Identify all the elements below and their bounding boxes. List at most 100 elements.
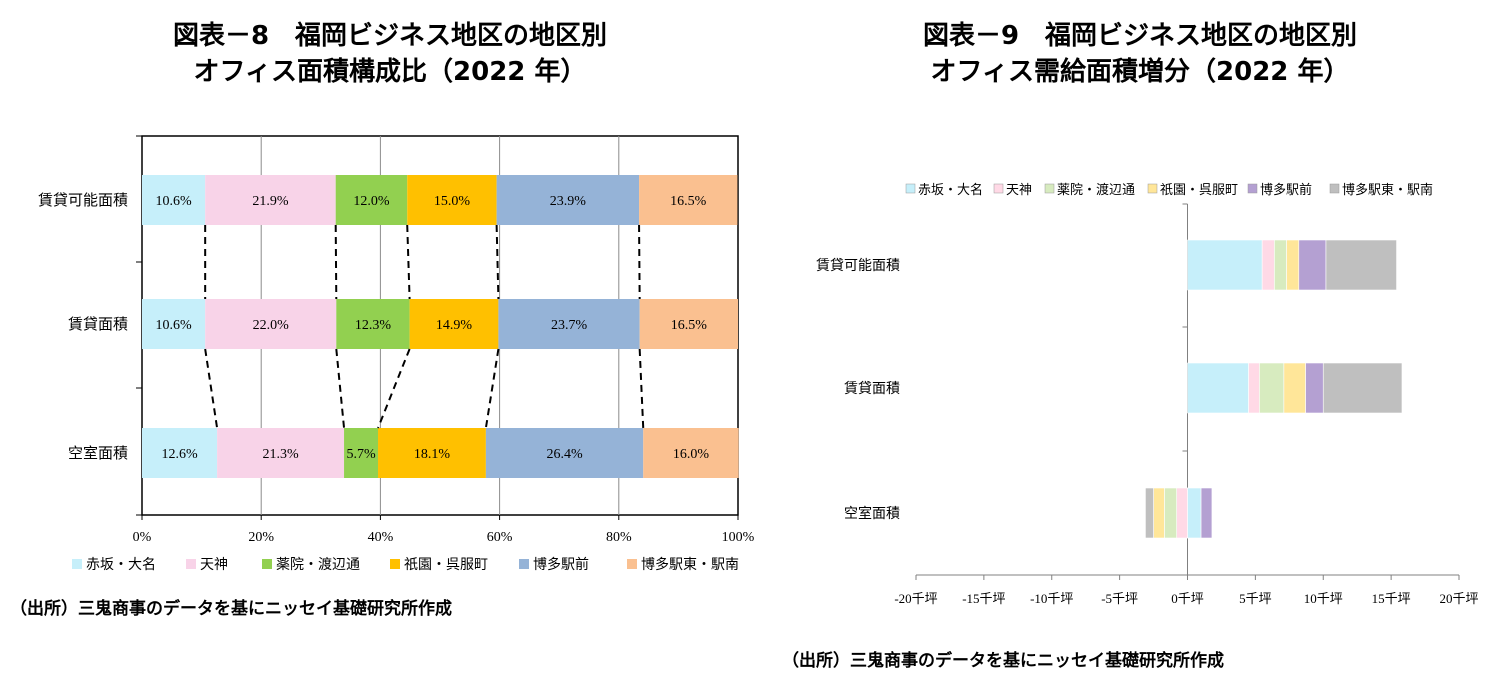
chart9-x-tick-label: -5千坪: [1101, 591, 1138, 606]
chart8-data-label: 21.3%: [262, 447, 299, 462]
chart8-connector-line: [204, 348, 219, 429]
chart8-data-label: 23.7%: [551, 318, 588, 333]
chart8-data-label: 12.3%: [355, 318, 392, 333]
chart8-data-label: 10.6%: [156, 318, 193, 333]
chart8-bar-segment: [205, 175, 336, 225]
chart9-legend-swatch: [1044, 183, 1055, 194]
chart9-legend-label: 祇園・呉服町: [1160, 183, 1238, 198]
chart9-bar-segment: [1261, 239, 1275, 291]
chart8-bar-segment: [639, 299, 738, 349]
chart8-bar-segment: [142, 299, 206, 349]
chart8-bar-segment: [335, 175, 408, 225]
chart9-bar-segment: [1187, 239, 1263, 291]
chart8-data-label: 16.0%: [673, 447, 710, 462]
chart8-data-label: 23.9%: [550, 194, 587, 209]
chart9-category-label: 賃貸可能面積: [816, 258, 900, 274]
chart8-connector-line: [335, 348, 346, 429]
chart8-legend-label: 祇園・呉服町: [404, 557, 488, 573]
chart8-connector-line: [406, 224, 411, 300]
chart8-legend-label: 赤坂・大名: [86, 557, 156, 573]
chart8-legend-label: 薬院・渡辺通: [276, 557, 360, 573]
chart8-legend-swatch: [262, 559, 272, 569]
chart9-legend-swatch: [905, 183, 916, 194]
chart9-bar-segment: [1322, 362, 1403, 414]
chart9-legend-label: 薬院・渡辺通: [1057, 182, 1135, 198]
chart8-x-tick-label: 60%: [487, 530, 513, 545]
chart9-title-line2: オフィス需給面積増分（2022 年）: [930, 57, 1350, 87]
chart8-bar-segment: [142, 175, 206, 225]
chart8-category-label: 賃貸可能面積: [38, 191, 128, 209]
chart8-connector-line: [377, 348, 411, 429]
chart8-data-label: 16.5%: [671, 318, 708, 333]
chart8-legend-label: 天神: [200, 557, 228, 573]
chart8-connector-line: [334, 224, 338, 300]
chart8-x-tick-label: 20%: [248, 530, 274, 545]
chart8-legend-swatch: [627, 559, 637, 569]
chart9-bar-segment: [1259, 362, 1285, 414]
chart9-legend-label: 赤坂・大名: [918, 182, 983, 198]
chart9-legend-label: 博多駅東・駅南: [1342, 182, 1433, 198]
chart8-bar-segment: [496, 175, 640, 225]
chart8-data-label: 15.0%: [434, 194, 471, 209]
chart8-bar-segment: [336, 299, 410, 349]
chart9-source-note: （出所）三鬼商事のデータを基にニッセイ基礎研究所作成: [782, 651, 1224, 671]
chart9-bar-segment: [1274, 239, 1287, 291]
chart9-x-tick-label: 10千坪: [1304, 591, 1343, 606]
chart8-bar-segment: [498, 299, 640, 349]
chart8-category-label: 空室面積: [68, 444, 128, 462]
chart9-title: 図表－9 福岡ビジネス地区の地区別 オフィス需給面積増分（2022 年）: [840, 18, 1440, 90]
chart9-x-tick-label: -15千坪: [962, 591, 1005, 606]
chart9-bar-segment: [1153, 487, 1165, 539]
chart9-category-label: 賃貸面積: [844, 381, 900, 397]
chart8-legend-label: 博多駅前: [533, 556, 589, 573]
chart8-bar-segment: [485, 428, 644, 478]
chart8-bar-segment: [205, 299, 337, 349]
chart8-bar-segment: [409, 299, 499, 349]
chart8-data-label: 18.1%: [414, 447, 451, 462]
chart9-legend-swatch: [1247, 183, 1258, 194]
chart9-bar-segment: [1187, 487, 1202, 539]
chart8-x-tick-label: 0%: [133, 530, 152, 545]
chart9-bar-segment: [1325, 239, 1397, 291]
chart9-title-line1: 図表－9 福岡ビジネス地区の地区別: [922, 21, 1358, 51]
chart8-bar-segment: [639, 175, 738, 225]
chart8-bar-segment: [643, 428, 739, 478]
chart8-bar-segment: [378, 428, 486, 478]
chart9-legend-label: 博多駅前: [1260, 182, 1312, 198]
chart8-data-label: 21.9%: [252, 194, 289, 209]
chart8-title-line1: 図表－8 福岡ビジネス地区の地区別: [172, 21, 608, 51]
chart8-connector-line: [484, 348, 500, 429]
chart8-legend-swatch: [519, 559, 529, 569]
chart8-title-line2: オフィス面積構成比（2022 年）: [193, 57, 587, 87]
chart8-connector-line: [495, 224, 500, 300]
chart8-x-tick-label: 100%: [722, 530, 755, 545]
chart8-title: 図表－8 福岡ビジネス地区の地区別 オフィス面積構成比（2022 年）: [90, 18, 690, 90]
chart8-bar-segment: [344, 428, 379, 478]
chart8-data-label: 16.5%: [670, 194, 707, 209]
chart9-x-tick-label: 0千坪: [1171, 591, 1204, 606]
chart9-bar-segment: [1187, 362, 1249, 414]
chart9-bar-segment: [1200, 487, 1213, 539]
chart8-data-label: 12.0%: [353, 194, 390, 209]
chart8-data-label: 14.9%: [436, 318, 473, 333]
chart9-bar-segment: [1286, 239, 1300, 291]
chart9-bar-segment: [1145, 487, 1154, 539]
chart8-data-label: 26.4%: [546, 447, 583, 462]
chart9-bar-segment: [1164, 487, 1177, 539]
chart8-source-note: （出所）三鬼商事のデータを基にニッセイ基礎研究所作成: [10, 599, 452, 619]
chart9-bar-segment: [1305, 362, 1324, 414]
chart9-legend-swatch: [1147, 183, 1158, 194]
chart9-category-label: 空室面積: [844, 505, 900, 522]
chart8-x-tick-label: 40%: [368, 530, 394, 545]
chart8-connector-line: [638, 348, 645, 429]
chart8-data-label: 12.6%: [161, 447, 198, 462]
chart8-connector-line: [638, 224, 641, 300]
chart9-x-tick-label: 15千坪: [1372, 591, 1411, 606]
chart9-x-tick-label: -10千坪: [1030, 591, 1073, 606]
chart8-data-label: 22.0%: [253, 318, 290, 333]
chart9-legend-swatch: [993, 183, 1004, 194]
chart8-x-tick-label: 80%: [606, 530, 632, 545]
chart8-legend-swatch: [186, 559, 196, 569]
